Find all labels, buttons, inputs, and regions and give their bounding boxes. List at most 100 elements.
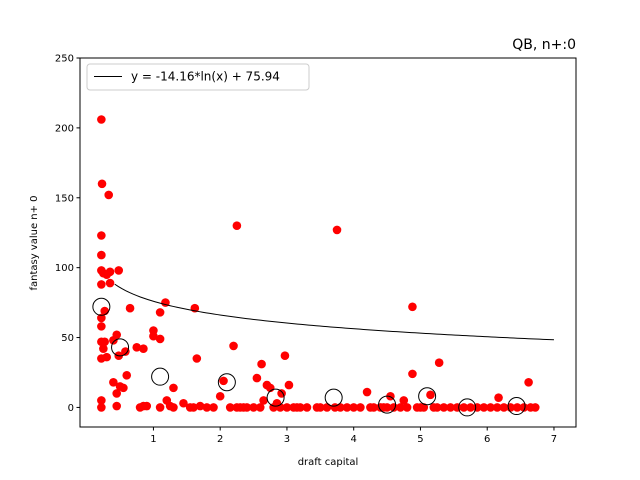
scatter-point	[342, 403, 352, 412]
scatter-point	[349, 403, 359, 412]
scatter-point	[109, 336, 118, 345]
y-tick-label: 250	[55, 54, 74, 65]
scatter-point	[466, 403, 475, 412]
scatter-point	[155, 403, 165, 412]
bin-mean-marker	[217, 373, 236, 392]
scatter-point	[97, 231, 106, 240]
scatter-point	[302, 403, 312, 412]
scatter-point	[97, 396, 106, 405]
scatter-point	[97, 115, 106, 124]
x-axis: 1 2 3 4 5 6 7	[150, 427, 557, 445]
scatter-point	[426, 390, 435, 400]
plot-area	[92, 115, 554, 417]
scatter-point	[121, 347, 130, 356]
scatter-point	[99, 344, 108, 354]
scatter-point	[179, 398, 188, 408]
scatter-point	[232, 221, 242, 231]
scatter-point	[492, 403, 502, 412]
scatter-point	[109, 377, 118, 387]
scatter-point	[257, 359, 266, 369]
bin-mean-marker	[111, 338, 130, 357]
scatter-point	[209, 403, 218, 412]
y-tick-label: 150	[55, 193, 74, 204]
scatter-point	[419, 403, 429, 412]
scatter-point	[114, 266, 124, 275]
scatter-point	[255, 403, 265, 412]
scatter-point	[322, 403, 332, 412]
bin-mean-marker	[324, 388, 343, 407]
scatter-point	[132, 343, 142, 352]
y-tick-label: 50	[61, 333, 74, 344]
scatter-point	[142, 401, 152, 411]
legend: y = -14.16*ln(x) + 75.94	[86, 63, 310, 91]
scatter-point	[192, 354, 202, 363]
scatter-point	[512, 403, 522, 412]
y-axis: 0 50 100 150 200 250	[55, 54, 80, 414]
scatter-point	[97, 322, 106, 331]
scatter-point	[459, 403, 469, 412]
scatter-point	[519, 403, 529, 412]
scatter-point	[169, 383, 178, 393]
bin-mean-marker	[418, 387, 437, 406]
scatter-point	[242, 403, 252, 412]
legend-entry-fit: y = -14.16*ln(x) + 75.94	[131, 70, 280, 84]
bin-mean-marker	[507, 397, 526, 416]
scatter-point	[382, 403, 392, 412]
y-axis-label: fantasy value n+ 0	[29, 195, 40, 290]
x-tick-label: 5	[417, 434, 423, 445]
scatter-point	[408, 302, 417, 312]
scatter-point	[524, 377, 533, 387]
scatter-point	[252, 373, 262, 383]
scatter-point	[229, 341, 238, 351]
scatter-point	[105, 267, 115, 277]
scatter-point	[332, 225, 342, 235]
scatter-point	[316, 403, 325, 412]
x-tick-label: 6	[484, 434, 490, 445]
scatter-point	[97, 313, 106, 323]
y-tick-label: 200	[55, 123, 74, 134]
y-tick-label: 100	[55, 263, 74, 274]
fit-line	[114, 283, 554, 341]
scatter-point	[530, 403, 540, 412]
scatter-point	[284, 380, 294, 390]
x-tick-label: 2	[217, 434, 223, 445]
x-axis-label: draft capital	[298, 457, 359, 468]
scatter-point	[479, 403, 489, 412]
scatter-point	[439, 403, 449, 412]
scatter-point	[97, 179, 107, 189]
scatter-point	[112, 401, 122, 411]
scatter-point	[102, 352, 112, 362]
scatter-point	[446, 403, 455, 412]
scatter-point	[122, 370, 132, 380]
scatter-point	[356, 403, 365, 412]
scatter-point	[432, 403, 442, 412]
scatter-point	[97, 403, 106, 412]
bin-mean-marker	[92, 297, 111, 316]
scatter-point	[399, 396, 409, 405]
scatter-point	[100, 337, 109, 347]
scatter-point	[169, 403, 178, 412]
scatter-point	[105, 278, 115, 288]
scatter-point	[215, 391, 225, 401]
scatter-point	[139, 344, 148, 354]
scatter-point	[280, 351, 290, 361]
axes-frame	[79, 57, 577, 428]
scatter-point	[282, 403, 292, 412]
scatter-point	[277, 389, 286, 398]
scatter-point	[155, 334, 165, 344]
scatter-point	[259, 396, 268, 405]
chart-title: QB, n+:0	[512, 37, 576, 53]
scatter-point	[295, 403, 305, 412]
scatter-point	[112, 389, 122, 398]
scatter-point	[499, 403, 509, 412]
x-tick-label: 1	[150, 434, 156, 445]
scatter-point	[219, 376, 228, 386]
scatter-point	[189, 403, 198, 412]
scatter-point	[396, 403, 405, 412]
scatter-point	[104, 190, 114, 200]
x-tick-label: 7	[551, 434, 557, 445]
scatter-point	[408, 369, 417, 379]
bin-mean-marker	[458, 398, 477, 417]
legend-box	[86, 63, 310, 91]
